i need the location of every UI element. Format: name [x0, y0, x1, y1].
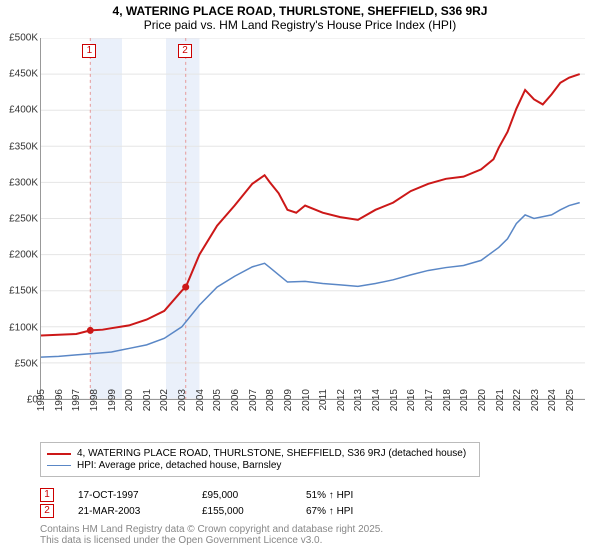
x-tick-label: 2004	[195, 389, 206, 411]
y-tick-label: £500K	[0, 33, 38, 44]
x-tick-label: 2022	[512, 389, 523, 411]
price-chart: 4, WATERING PLACE ROAD, THURLSTONE, SHEF…	[0, 0, 600, 560]
x-tick-label: 2010	[301, 389, 312, 411]
x-tick-label: 2001	[142, 389, 153, 411]
legend-row: 4, WATERING PLACE ROAD, THURLSTONE, SHEF…	[47, 448, 473, 459]
event-price: £155,000	[202, 506, 282, 517]
x-tick-label: 1996	[54, 389, 65, 411]
chart-titles: 4, WATERING PLACE ROAD, THURLSTONE, SHEF…	[0, 0, 600, 34]
x-tick-label: 1999	[107, 389, 118, 411]
y-tick-label: £150K	[0, 286, 38, 297]
y-tick-label: £300K	[0, 177, 38, 188]
x-tick-label: 2021	[495, 389, 506, 411]
y-tick-label: £50K	[0, 358, 38, 369]
event-marker-flag: 1	[82, 44, 96, 58]
legend-swatch	[47, 453, 71, 455]
plot-area	[40, 38, 585, 400]
legend: 4, WATERING PLACE ROAD, THURLSTONE, SHEF…	[40, 442, 480, 477]
x-tick-label: 2020	[477, 389, 488, 411]
event-row: 2 21-MAR-2003 £155,000 67% ↑ HPI	[40, 504, 353, 518]
x-tick-label: 2016	[406, 389, 417, 411]
x-tick-label: 2018	[442, 389, 453, 411]
x-tick-label: 2000	[124, 389, 135, 411]
event-date: 17-OCT-1997	[78, 490, 178, 501]
legend-row: HPI: Average price, detached house, Barn…	[47, 460, 473, 471]
event-date: 21-MAR-2003	[78, 506, 178, 517]
legend-swatch	[47, 465, 71, 466]
x-tick-label: 2007	[248, 389, 259, 411]
x-tick-label: 2006	[230, 389, 241, 411]
x-tick-label: 2019	[459, 389, 470, 411]
x-tick-label: 1998	[89, 389, 100, 411]
event-table: 1 17-OCT-1997 £95,000 51% ↑ HPI 2 21-MAR…	[40, 486, 353, 520]
x-tick-label: 2009	[283, 389, 294, 411]
x-tick-label: 2014	[371, 389, 382, 411]
footer-attribution: Contains HM Land Registry data © Crown c…	[40, 524, 383, 546]
x-tick-label: 2025	[565, 389, 576, 411]
event-price: £95,000	[202, 490, 282, 501]
x-tick-label: 2003	[177, 389, 188, 411]
event-delta: 51% ↑ HPI	[306, 490, 353, 501]
y-tick-label: £450K	[0, 69, 38, 80]
footer-line: Contains HM Land Registry data © Crown c…	[40, 524, 383, 535]
x-tick-label: 2011	[318, 389, 329, 411]
x-tick-label: 2013	[353, 389, 364, 411]
event-marker-flag: 2	[178, 44, 192, 58]
legend-label: 4, WATERING PLACE ROAD, THURLSTONE, SHEF…	[77, 448, 466, 459]
y-tick-label: £200K	[0, 250, 38, 261]
chart-title-address: 4, WATERING PLACE ROAD, THURLSTONE, SHEF…	[0, 4, 600, 18]
x-tick-label: 1995	[36, 389, 47, 411]
x-tick-label: 2015	[389, 389, 400, 411]
event-marker-icon: 2	[40, 504, 54, 518]
y-tick-label: £0	[0, 395, 38, 406]
x-tick-label: 2002	[159, 389, 170, 411]
x-tick-label: 2012	[336, 389, 347, 411]
y-tick-label: £350K	[0, 141, 38, 152]
y-tick-label: £250K	[0, 214, 38, 225]
y-tick-label: £100K	[0, 322, 38, 333]
y-tick-label: £400K	[0, 105, 38, 116]
event-delta: 67% ↑ HPI	[306, 506, 353, 517]
x-tick-label: 2024	[547, 389, 558, 411]
chart-title-sub: Price paid vs. HM Land Registry's House …	[0, 18, 600, 32]
legend-label: HPI: Average price, detached house, Barn…	[77, 460, 281, 471]
x-tick-label: 2017	[424, 389, 435, 411]
x-tick-label: 2008	[265, 389, 276, 411]
footer-line: This data is licensed under the Open Gov…	[40, 535, 383, 546]
x-tick-label: 2023	[530, 389, 541, 411]
x-tick-label: 1997	[71, 389, 82, 411]
event-row: 1 17-OCT-1997 £95,000 51% ↑ HPI	[40, 488, 353, 502]
x-tick-label: 2005	[212, 389, 223, 411]
event-marker-icon: 1	[40, 488, 54, 502]
